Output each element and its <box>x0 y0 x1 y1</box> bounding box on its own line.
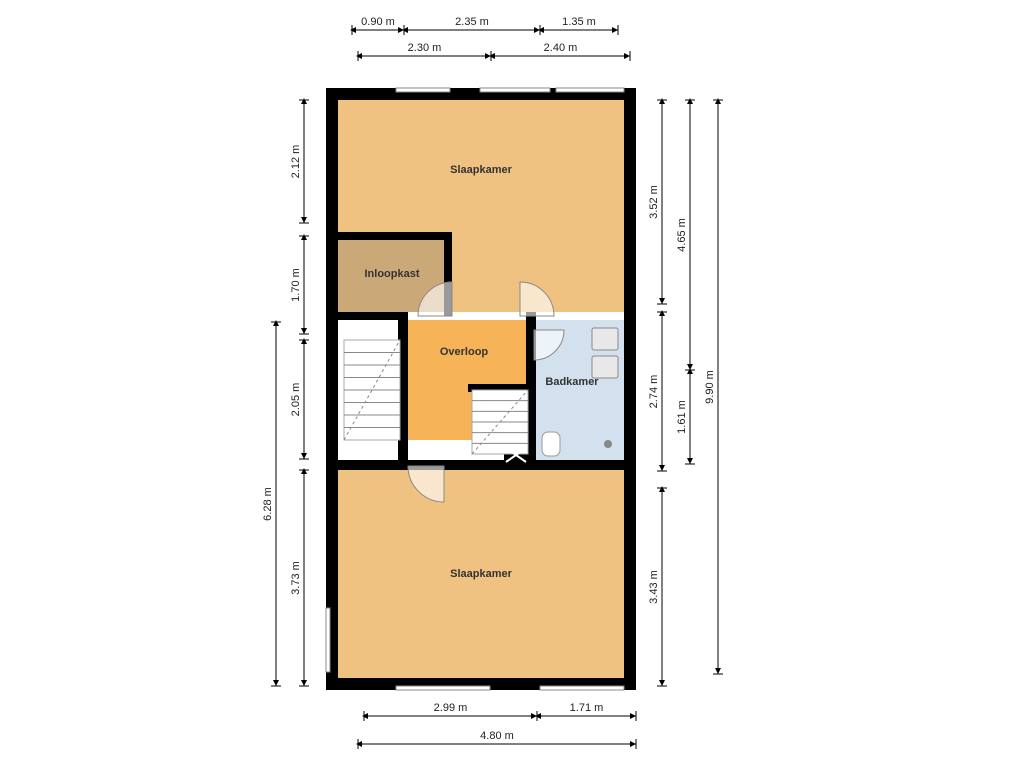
dim-label: 2.99 m <box>434 702 468 714</box>
dim-label: 0.90 m <box>361 16 395 28</box>
floor-plan: Slaapkamer Inloopkast Overloop Badkamer Slaa… <box>0 0 1024 768</box>
shower-drain <box>604 440 612 448</box>
room-label-bedroom_top: Slaapkamer <box>450 164 512 176</box>
window <box>556 88 624 92</box>
dim-label: 1.70 m <box>290 268 302 302</box>
window <box>396 88 450 92</box>
dim-label: 2.74 m <box>648 375 660 409</box>
dim-label: 9.90 m <box>704 370 716 404</box>
room-label-hall: Overloop <box>440 346 489 358</box>
dim-label: 6.28 m <box>262 487 274 521</box>
dim-label: 2.35 m <box>455 16 489 28</box>
dim-label: 4.80 m <box>480 730 514 742</box>
dim-label: 2.12 m <box>290 145 302 179</box>
window <box>396 686 490 690</box>
window <box>480 88 550 92</box>
inner-wall <box>336 232 452 240</box>
dim-label: 3.52 m <box>648 185 660 219</box>
dim-label: 4.65 m <box>676 218 688 252</box>
inner-wall <box>336 312 406 320</box>
dim-label: 2.30 m <box>408 42 442 54</box>
room-hall_ext <box>408 390 472 440</box>
room-label-bath: Badkamer <box>545 376 599 388</box>
dim-label: 2.40 m <box>544 42 578 54</box>
dim-label: 1.35 m <box>562 16 596 28</box>
sink <box>592 328 618 350</box>
dim-label: 3.43 m <box>648 570 660 604</box>
toilet <box>542 432 560 456</box>
dim-label: 1.61 m <box>676 400 688 434</box>
sink <box>592 356 618 378</box>
window <box>326 608 330 672</box>
room-label-closet: Inloopkast <box>364 268 419 280</box>
dim-label: 3.73 m <box>290 561 302 595</box>
room-label-bedroom_bot: Slaapkamer <box>450 568 512 580</box>
dim-label: 2.05 m <box>290 383 302 417</box>
dim-label: 1.71 m <box>570 702 604 714</box>
inner-wall <box>336 460 628 470</box>
window <box>540 686 624 690</box>
